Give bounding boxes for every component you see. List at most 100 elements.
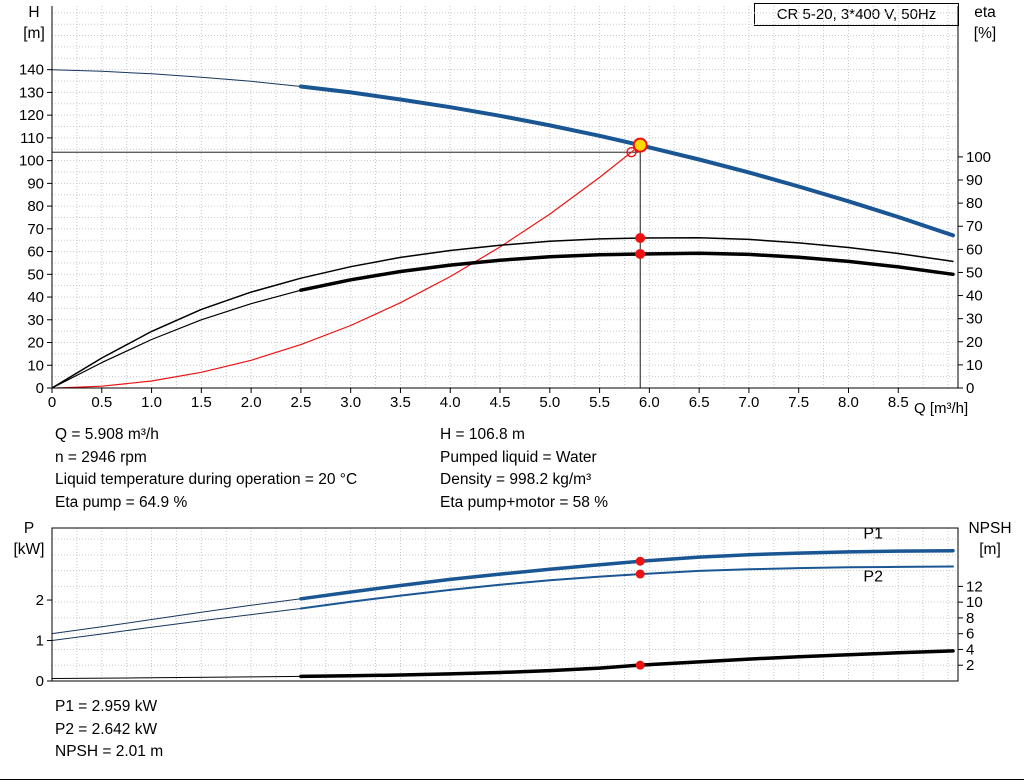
svg-text:7.5: 7.5 <box>788 394 809 411</box>
eta-pump-motor-curve <box>299 251 955 292</box>
npsh-curve-lead <box>51 675 302 679</box>
system-curve <box>56 144 641 389</box>
svg-text:90: 90 <box>966 172 983 189</box>
head-curve-lead <box>51 69 302 87</box>
info-line-n: n = 2946 rpm <box>55 448 147 466</box>
svg-text:120: 120 <box>19 107 44 124</box>
svg-text:0: 0 <box>36 673 44 690</box>
svg-text:4.5: 4.5 <box>490 394 511 411</box>
grid <box>52 6 958 388</box>
svg-text:8: 8 <box>966 610 974 627</box>
svg-text:40: 40 <box>27 289 44 306</box>
npsh-axis-unit: [m] <box>979 541 1001 558</box>
info-line-eta-pump: Eta pump = 64.9 % <box>55 493 188 511</box>
svg-text:2: 2 <box>36 592 44 609</box>
eta-pump-motor-lead <box>51 289 302 389</box>
svg-text:110: 110 <box>20 130 44 147</box>
svg-text:8.0: 8.0 <box>838 394 859 411</box>
svg-text:70: 70 <box>966 218 983 235</box>
svg-text:50: 50 <box>27 266 44 283</box>
svg-text:4.0: 4.0 <box>440 394 461 411</box>
p1-curve <box>299 548 955 601</box>
svg-text:2.0: 2.0 <box>241 394 262 411</box>
svg-text:7.0: 7.0 <box>738 394 759 411</box>
qh-eta-chart: 0 0.5 1.0 1.5 2.0 2.5 3.0 3.5 4.0 4.5 5.0 5.5 6.0 6.5… <box>19 6 991 411</box>
svg-text:8.5: 8.5 <box>888 394 909 411</box>
svg-text:90: 90 <box>27 175 44 192</box>
operating-data-left: Q = 5.908 m³/h n = 2946 rpm Liquid tempe… <box>55 424 357 514</box>
pump-model-box: CR 5-20, 3*400 V, 50Hz <box>754 3 959 26</box>
info-line-q: Q = 5.908 m³/h <box>55 426 159 443</box>
h-axis-symbol: H <box>28 4 40 21</box>
p2-label: P2 <box>863 568 883 585</box>
svg-text:100: 100 <box>19 153 44 170</box>
svg-text:10: 10 <box>966 594 983 611</box>
svg-text:6.0: 6.0 <box>639 394 660 411</box>
npsh-curve <box>299 649 955 679</box>
svg-text:30: 30 <box>966 311 983 328</box>
p-axis-symbol: P <box>23 520 35 537</box>
svg-text:1.5: 1.5 <box>191 394 212 411</box>
q-axis-label: Q [m³/h] <box>914 400 969 417</box>
info-line-h: H = 106.8 m <box>440 426 525 443</box>
p-axis-unit: [kW] <box>13 541 45 558</box>
plot-frame <box>51 527 959 682</box>
svg-text:0.5: 0.5 <box>91 394 112 411</box>
svg-text:80: 80 <box>966 195 983 212</box>
svg-text:12: 12 <box>966 578 983 595</box>
svg-text:2: 2 <box>966 657 974 674</box>
svg-text:100: 100 <box>966 149 991 166</box>
svg-text:10: 10 <box>966 357 983 374</box>
svg-text:60: 60 <box>27 244 44 261</box>
svg-text:4: 4 <box>966 641 974 658</box>
svg-text:20: 20 <box>27 335 44 352</box>
npsh-marker <box>635 660 645 670</box>
p1-marker <box>635 556 645 566</box>
h-axis-title: H [m] <box>14 2 54 44</box>
svg-text:0: 0 <box>36 380 44 397</box>
head-curve <box>298 84 955 238</box>
svg-text:5.0: 5.0 <box>539 394 560 411</box>
svg-text:6.5: 6.5 <box>689 394 710 411</box>
svg-text:0: 0 <box>966 380 974 397</box>
svg-text:70: 70 <box>27 221 44 238</box>
p1-curve-lead <box>51 598 302 635</box>
svg-text:10: 10 <box>27 357 44 374</box>
svg-text:130: 130 <box>19 84 44 101</box>
info-line-p2: P2 = 2.642 kW <box>55 720 158 738</box>
axis-ticks: 0 0.5 1.0 1.5 2.0 2.5 3.0 3.5 4.0 4.5 5.0 5.5 6.0 6.5… <box>19 62 991 411</box>
p2-marker <box>635 569 645 579</box>
svg-text:6: 6 <box>966 626 974 643</box>
svg-text:40: 40 <box>966 288 983 305</box>
plot-frame <box>51 6 959 389</box>
p2-curve-lead <box>51 608 302 641</box>
result-data: P1 = 2.959 kW P2 = 2.642 kW NPSH = 2.01 … <box>55 696 163 764</box>
svg-text:1: 1 <box>36 633 44 650</box>
bottom-divider <box>0 779 1024 780</box>
svg-text:2.5: 2.5 <box>290 394 311 411</box>
duty-point-marker <box>632 137 648 153</box>
eta-axis-unit: [%] <box>973 25 997 42</box>
p2-curve <box>299 565 954 610</box>
operating-data-right: H = 106.8 m Pumped liquid = Water Densit… <box>440 424 608 514</box>
eta-pump-curve <box>51 237 954 389</box>
h-axis-unit: [m] <box>23 25 45 42</box>
info-line-npsh: NPSH = 2.01 m <box>55 743 164 760</box>
svg-text:60: 60 <box>966 241 983 258</box>
svg-text:5.5: 5.5 <box>589 394 610 411</box>
svg-text:80: 80 <box>27 198 44 215</box>
svg-text:140: 140 <box>19 62 44 79</box>
info-line-density: Density = 998.2 kg/m³ <box>440 471 592 488</box>
svg-text:0: 0 <box>48 394 56 411</box>
info-line-p1: P1 = 2.959 kW <box>55 698 158 715</box>
svg-text:1.0: 1.0 <box>141 394 162 411</box>
grid <box>52 528 958 681</box>
npsh-axis-title: NPSH [m] <box>960 518 1020 560</box>
svg-text:20: 20 <box>966 334 983 351</box>
svg-text:50: 50 <box>966 264 983 281</box>
svg-text:3.0: 3.0 <box>340 394 361 411</box>
eta-axis-symbol: eta <box>974 4 996 21</box>
svg-text:30: 30 <box>27 312 44 329</box>
